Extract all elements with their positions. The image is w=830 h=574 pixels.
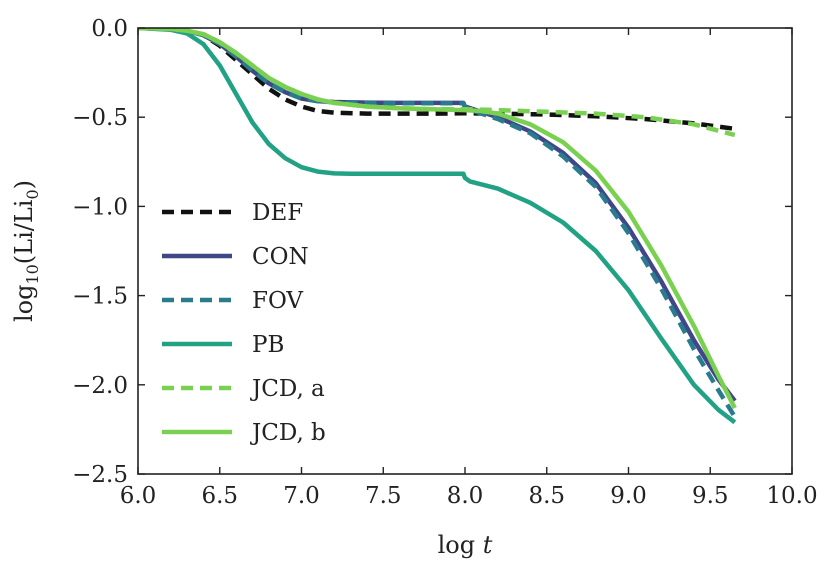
y-tick-label: −2.0	[72, 373, 128, 399]
y-axis-title-log: log	[10, 285, 38, 323]
y-axis-title-ratio: (Li/Li	[10, 199, 38, 264]
series-line-fov	[138, 28, 737, 419]
x-tick-label: 9.0	[610, 483, 647, 509]
plot-frame	[137, 27, 793, 475]
x-axis-title-t: t	[483, 531, 493, 559]
x-axis-title: log t	[438, 531, 493, 559]
legend-label-pb: PB	[252, 332, 284, 358]
y-tick-label: −2.5	[72, 462, 128, 488]
x-tick-label: 10.0	[766, 483, 817, 509]
axis-ticks: 6.0 6.5 7.0 7.5 8.0 8.5 9.0 9.5 10.0 0.0 −0.5 −1.0 −…	[72, 16, 817, 509]
series-layer	[138, 28, 737, 425]
legend-label-jcd-a: JCD, a	[250, 376, 325, 402]
legend-label-jcd-b: JCD, b	[250, 420, 326, 446]
x-tick-label: 7.5	[365, 483, 402, 509]
x-tick-label: 8.5	[528, 483, 565, 509]
y-tick-label: −1.0	[72, 194, 128, 220]
legend-label-fov: FOV	[252, 288, 303, 314]
y-axis-title-close: )	[10, 180, 38, 189]
y-axis-title-sub-0: 0	[23, 189, 42, 199]
legend-label-con: CON	[252, 244, 309, 270]
y-tick-label: 0.0	[91, 16, 128, 42]
series-line-def	[138, 28, 736, 132]
legend-label-def: DEF	[252, 200, 303, 226]
x-tick-label: 6.0	[120, 483, 157, 509]
y-axis-title-sub-10: 10	[23, 264, 42, 284]
series-line-jcd-b	[138, 28, 737, 410]
x-tick-label: 9.5	[692, 483, 729, 509]
x-tick-label: 8.0	[447, 483, 484, 509]
y-tick-label: −0.5	[72, 105, 128, 131]
x-tick-label: 7.0	[283, 483, 320, 509]
y-axis-title: log10(Li/Li0)	[10, 180, 42, 322]
legend: DEF CON FOV PB JCD, a JCD, b	[162, 200, 326, 446]
y-tick-label: −1.5	[72, 284, 128, 310]
x-axis-title-log: log	[438, 531, 483, 559]
series-line-pb	[138, 28, 737, 425]
x-tick-label: 6.5	[201, 483, 238, 509]
